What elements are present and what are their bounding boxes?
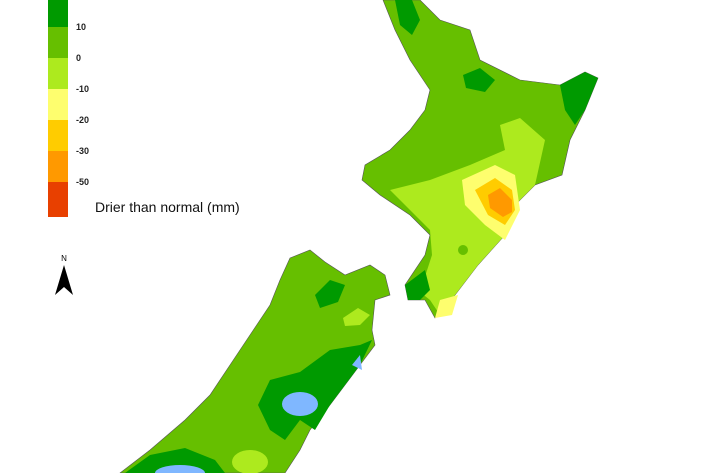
legend-swatch-10 bbox=[48, 27, 68, 58]
north-island-northland-wet bbox=[395, 0, 420, 35]
south-island bbox=[119, 249, 391, 473]
legend-label: -50 bbox=[76, 177, 90, 187]
north-island-land bbox=[361, 0, 599, 319]
north-island-coromandel-wet bbox=[463, 68, 495, 92]
legend-title: Drier than normal (mm) bbox=[95, 199, 240, 215]
legend-swatch-0 bbox=[48, 58, 68, 89]
north-island-spot bbox=[458, 245, 468, 255]
legend-label: 10 bbox=[76, 22, 87, 32]
legend-swatch-20 bbox=[48, 0, 68, 27]
north-island-wairarapa-zone bbox=[435, 295, 458, 318]
south-island-south-dry bbox=[232, 450, 268, 473]
legend-label: -10 bbox=[76, 84, 90, 94]
south-island-coast-wet-spot bbox=[352, 355, 362, 370]
legend-swatch-minus50 bbox=[48, 182, 68, 217]
north-island-east-cape-wet bbox=[560, 72, 598, 125]
north-island-orange-zone bbox=[488, 188, 512, 217]
legend-swatch-minus20 bbox=[48, 120, 68, 151]
legend-label: -30 bbox=[76, 146, 90, 156]
north-arrow: N bbox=[52, 254, 76, 302]
south-island-south-wet-spot bbox=[155, 465, 205, 473]
north-island-central-dry-zone bbox=[390, 118, 545, 315]
north-island-wellington-wet bbox=[405, 270, 430, 300]
legend-swatch-minus30 bbox=[48, 151, 68, 182]
legend-label: 0 bbox=[76, 53, 82, 63]
south-island-marlborough-dry bbox=[343, 308, 370, 326]
south-island-wet-spot bbox=[282, 392, 318, 416]
south-island-south-wet bbox=[125, 448, 225, 473]
legend-swatch-minus10 bbox=[48, 89, 68, 120]
south-island-canterbury-wet bbox=[258, 340, 372, 440]
legend-label: -20 bbox=[76, 115, 90, 125]
north-island bbox=[361, 0, 599, 319]
north-label: N bbox=[61, 254, 67, 263]
north-arrow-icon bbox=[55, 265, 73, 295]
south-island-nelson-wet bbox=[315, 280, 345, 308]
